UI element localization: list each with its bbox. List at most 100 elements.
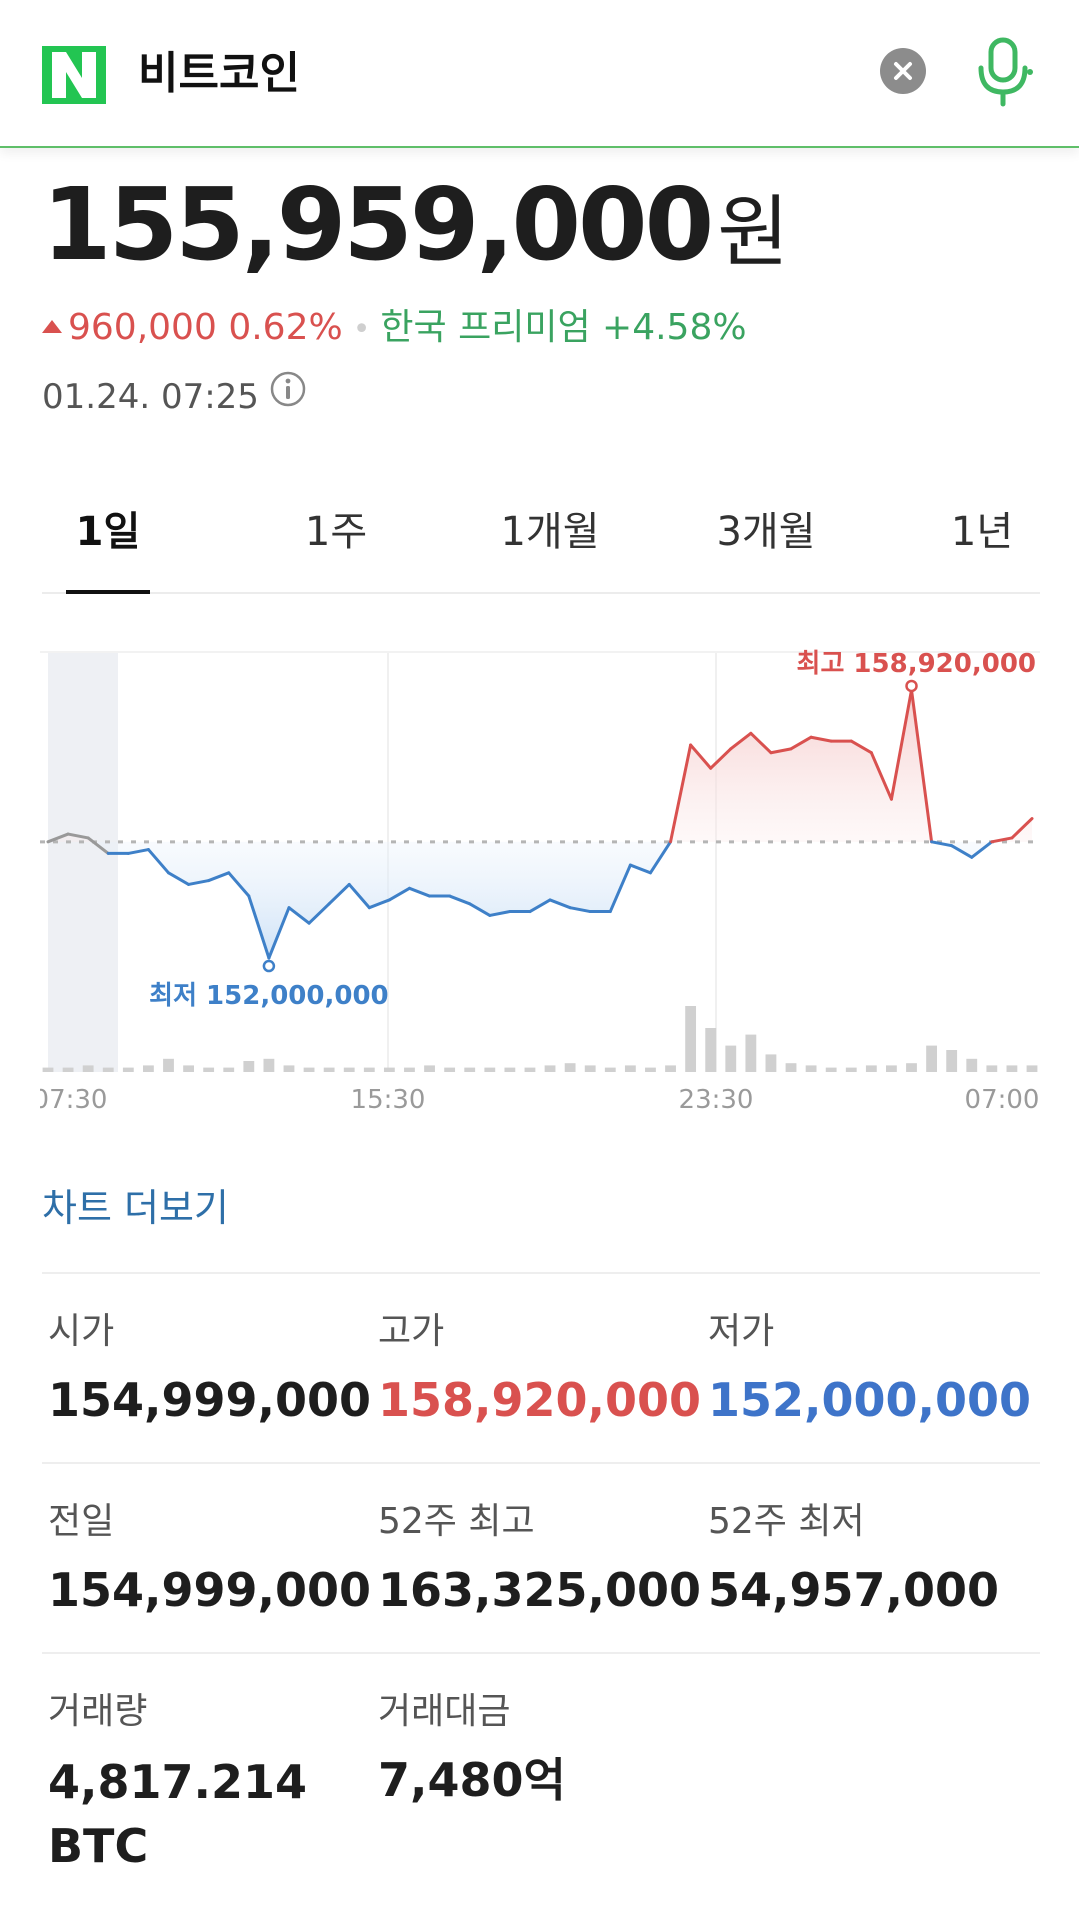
volume-bar bbox=[142, 1065, 154, 1072]
volume-bar bbox=[383, 1067, 395, 1072]
x-tick-label: 07:30 bbox=[40, 1085, 107, 1115]
stat-label: 고가 bbox=[378, 1311, 445, 1352]
price-line-segment bbox=[227, 871, 251, 898]
volume-bar bbox=[825, 1067, 837, 1072]
price-timestamp-row: 01.24. 07:25 bbox=[42, 370, 307, 425]
price-line-segment bbox=[307, 902, 331, 925]
price-line-segment bbox=[347, 882, 371, 910]
volume-bar bbox=[805, 1065, 817, 1072]
separator-dot: • bbox=[352, 312, 371, 347]
stat-value: 158,920,000 bbox=[378, 1373, 702, 1427]
price-line-segment bbox=[789, 735, 813, 751]
stat-label: 저가 bbox=[708, 1311, 775, 1352]
price-line-segment bbox=[990, 836, 1014, 844]
price-line-segment bbox=[910, 688, 934, 844]
volume-bar bbox=[444, 1067, 456, 1072]
info-icon[interactable] bbox=[269, 370, 307, 422]
price-line-segment bbox=[628, 863, 652, 875]
volume-bar bbox=[946, 1050, 958, 1072]
volume-bar bbox=[42, 1067, 54, 1072]
stat-value: 54,957,000 bbox=[708, 1563, 1000, 1617]
volume-bar bbox=[845, 1067, 857, 1072]
volume-bar bbox=[183, 1065, 194, 1072]
stat-trade-value: 거래대금 7,480억 bbox=[378, 1688, 566, 1810]
tab-1day[interactable]: 1일 bbox=[66, 500, 150, 594]
volume-bar bbox=[645, 1067, 656, 1072]
x-tick-label: 23:30 bbox=[679, 1085, 754, 1115]
close-icon bbox=[894, 62, 912, 80]
stat-value: 154,999,000 bbox=[48, 1373, 372, 1427]
volume-bars bbox=[42, 1006, 1038, 1072]
volume-bar bbox=[685, 1006, 697, 1072]
x-tick-label: 07:00 bbox=[965, 1085, 1040, 1115]
high-label: 최고 158,920,000 bbox=[797, 649, 1036, 679]
price-timestamp: 01.24. 07:25 bbox=[42, 377, 259, 417]
tab-1week[interactable]: 1주 bbox=[304, 509, 368, 555]
volume-bar bbox=[404, 1067, 415, 1072]
price-stats: 시가 154,999,000 고가 158,920,000 저가 152,000… bbox=[42, 1272, 1040, 1873]
stat-volume: 거래량 4,817.214 BTC bbox=[48, 1688, 308, 1878]
price-line-segment bbox=[488, 910, 512, 917]
clear-search-button[interactable] bbox=[880, 48, 926, 94]
volume-bar bbox=[584, 1065, 596, 1072]
volume-bar bbox=[765, 1054, 777, 1072]
price-line-segment bbox=[769, 747, 793, 755]
volume-bar bbox=[323, 1067, 335, 1072]
price-line-segment bbox=[187, 879, 211, 886]
volume-bar bbox=[464, 1067, 476, 1072]
stat-label: 52주 최고 bbox=[378, 1501, 535, 1542]
stat-value: 163,325,000 bbox=[378, 1563, 702, 1617]
price-line-segment bbox=[287, 906, 311, 925]
price-line-segment bbox=[166, 871, 191, 886]
volume-bar bbox=[263, 1058, 275, 1072]
tab-1month[interactable]: 1개월 bbox=[500, 509, 600, 555]
volume-bar bbox=[524, 1067, 536, 1072]
price-line-segment bbox=[568, 906, 592, 914]
price-line-segment bbox=[709, 747, 733, 770]
volume-bar bbox=[424, 1065, 435, 1072]
search-query[interactable]: 비트코인 bbox=[138, 48, 300, 99]
price-line-segment bbox=[468, 902, 492, 917]
voice-search-button[interactable] bbox=[972, 36, 1034, 108]
chart-more-link[interactable]: 차트 더보기 bbox=[42, 1186, 229, 1230]
volume-bar bbox=[886, 1065, 897, 1072]
price-line-segment bbox=[407, 886, 432, 898]
volume-bar bbox=[665, 1065, 676, 1072]
above-baseline-area bbox=[48, 689, 1032, 842]
price-line-segment bbox=[608, 863, 632, 914]
microphone-icon bbox=[978, 37, 1033, 107]
price-line-segment bbox=[448, 894, 472, 906]
stat-52w-high: 52주 최고 163,325,000 bbox=[378, 1498, 701, 1620]
tab-3month[interactable]: 3개월 bbox=[716, 509, 816, 555]
volume-bar bbox=[303, 1067, 315, 1072]
price-line-segment bbox=[548, 898, 572, 910]
search-header: 비트코인 bbox=[0, 0, 1079, 148]
volume-bar bbox=[865, 1065, 877, 1072]
price-line-segment bbox=[869, 751, 893, 801]
price-chart[interactable]: 최고 158,920,000 최저 152,000,000 07:30 15:30… bbox=[33, 640, 1040, 1120]
price-line-segment bbox=[207, 871, 231, 883]
volume-bar bbox=[966, 1058, 978, 1072]
price-change-row: 960,000 0.62% • 한국 프리미엄 +4.58% bbox=[42, 302, 747, 356]
price-line-segment bbox=[950, 844, 974, 859]
volume-bar bbox=[926, 1045, 938, 1072]
price-line-segment bbox=[528, 898, 552, 914]
price-line-segment bbox=[126, 848, 150, 855]
volume-bar bbox=[1006, 1065, 1018, 1072]
stat-value: 7,480억 bbox=[378, 1753, 566, 1807]
volume-bar bbox=[745, 1034, 757, 1072]
price-line-segment bbox=[809, 735, 833, 743]
korea-premium-label: 한국 프리미엄 bbox=[380, 307, 591, 348]
up-triangle-icon bbox=[42, 319, 62, 333]
volume-bar bbox=[163, 1058, 174, 1072]
volume-bar bbox=[283, 1065, 295, 1072]
volume-bar bbox=[986, 1065, 998, 1072]
price-line-segment bbox=[648, 840, 673, 875]
volume-bar bbox=[484, 1067, 496, 1072]
naver-logo[interactable] bbox=[42, 46, 106, 104]
volume-bar bbox=[203, 1067, 215, 1072]
price-line-segment bbox=[86, 836, 110, 855]
tab-1year[interactable]: 1년 bbox=[950, 509, 1014, 555]
volume-bar bbox=[102, 1067, 114, 1072]
change-amount: 960,000 bbox=[68, 307, 217, 348]
